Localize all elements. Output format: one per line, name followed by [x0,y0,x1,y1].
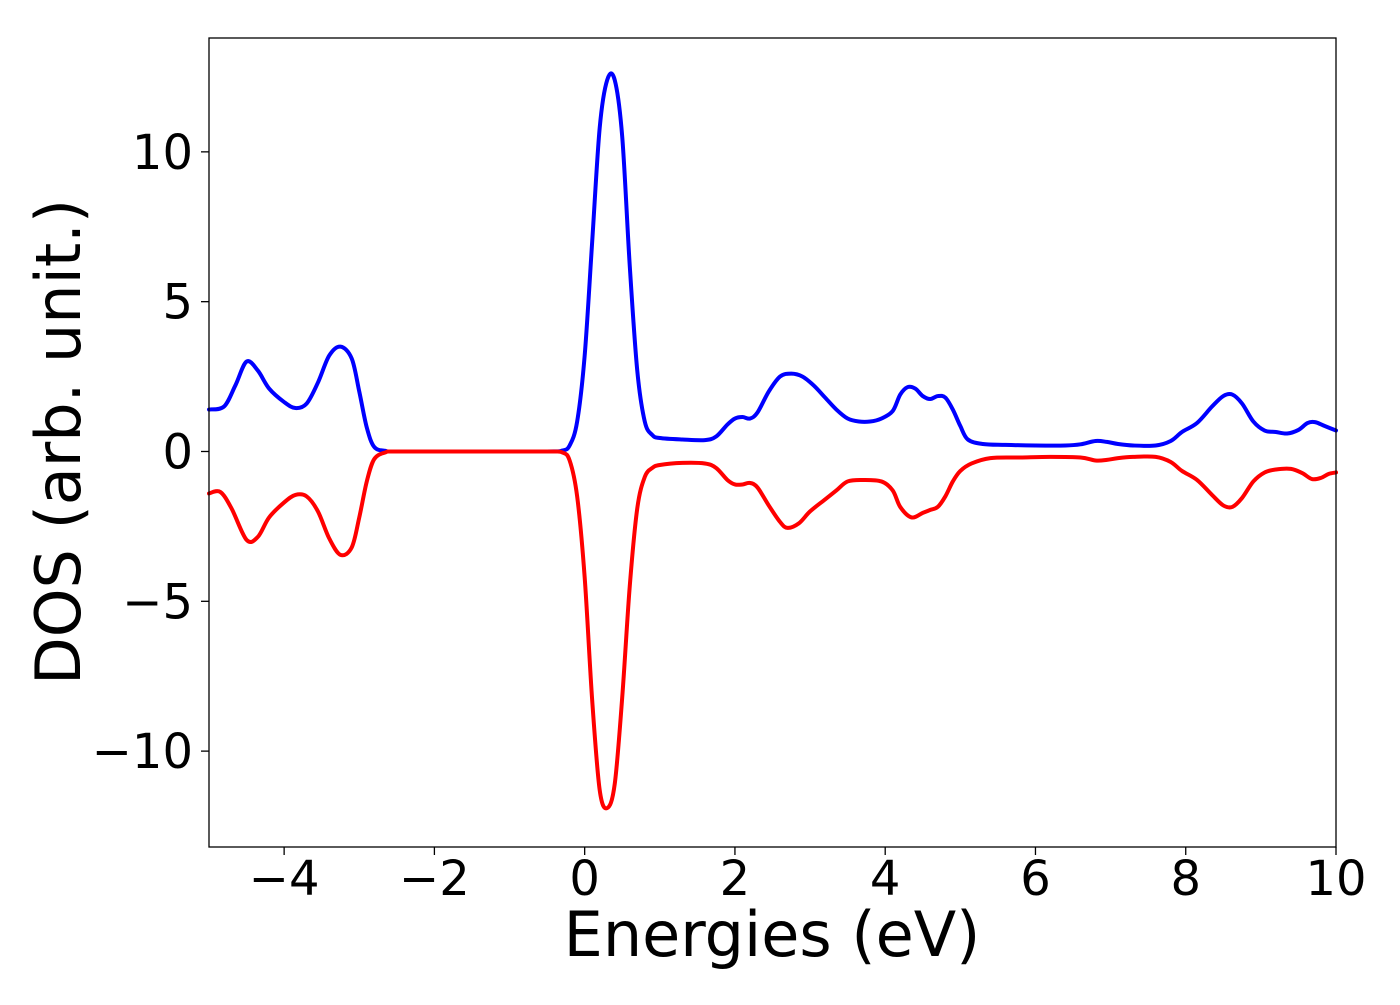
x-axis: −4 −2 0 2 4 6 8 10 [249,847,1367,907]
x-tick-label: 4 [870,851,901,907]
y-tick-label: 0 [162,424,193,480]
x-tick-label: 6 [1020,851,1051,907]
x-tick-label: −2 [399,851,470,907]
y-tick-label: 10 [132,125,193,181]
x-tick-label: −4 [249,851,320,907]
series-line-spin-up [207,71,1338,454]
x-tick-label: 2 [720,851,751,907]
x-axis-title: Energies (eV) [564,898,981,971]
plot-frame [208,37,1337,848]
y-axis: −10 −5 0 5 10 [92,125,209,780]
y-tick-label: −5 [122,574,193,630]
y-tick-label: 5 [162,275,193,331]
series-layer [207,71,1338,811]
x-tick-label: 0 [569,851,600,907]
series-line-spin-down [207,449,1338,811]
y-axis-title: DOS (arb. unit.) [22,199,95,685]
y-tick-label: −10 [92,724,193,780]
x-tick-label: 10 [1305,851,1366,907]
x-tick-label: 8 [1170,851,1201,907]
